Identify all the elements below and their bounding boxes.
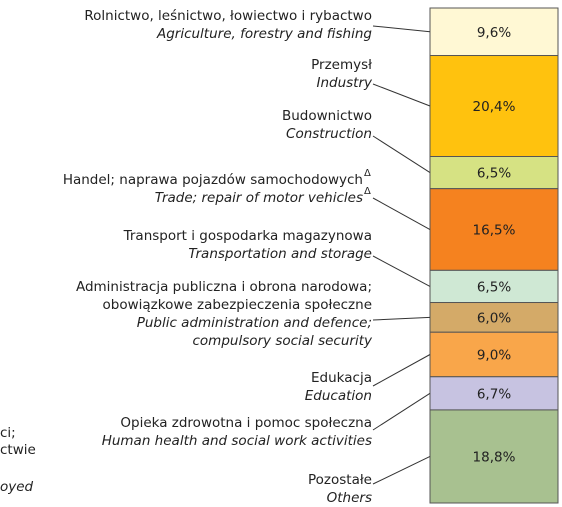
label-pl: Pozostałe xyxy=(308,472,372,488)
label-en: Transportation and storage xyxy=(188,246,372,262)
label-pl: Administracja publiczna i obrona narodow… xyxy=(76,279,372,295)
label-pl: Edukacja xyxy=(311,370,372,386)
label-pl: Handel; naprawa pojazdów samochodowych xyxy=(63,172,363,188)
label-en: Education xyxy=(305,388,372,404)
label-pl: obowiązkowe zabezpieczenia społeczne xyxy=(103,297,372,313)
value-label: 6,5% xyxy=(477,166,511,182)
leader-line xyxy=(372,392,431,431)
label-en: Industry xyxy=(316,75,373,91)
label-en: Public administration and defence; xyxy=(137,315,372,331)
segment xyxy=(429,156,559,190)
segment xyxy=(429,376,559,411)
label-en: compulsory social security xyxy=(192,333,373,349)
leader-line xyxy=(372,25,431,33)
leader-line xyxy=(372,316,431,321)
segment xyxy=(429,188,559,271)
value-label: 9,0% xyxy=(477,348,511,364)
label-en: Trade; repair of motor vehicles xyxy=(155,190,363,206)
segment xyxy=(429,7,559,57)
label-pl: Transport i gospodarka magazynowa xyxy=(123,228,372,244)
leader-line xyxy=(372,135,431,174)
label-en: Construction xyxy=(286,126,372,142)
leader-line xyxy=(372,197,431,230)
leader-line xyxy=(372,83,431,107)
footnote-mark: Δ xyxy=(364,168,371,179)
label-en: Others xyxy=(327,490,372,506)
value-label: 20,4% xyxy=(473,99,516,115)
leader-line xyxy=(372,255,431,287)
footnote-mark: Δ xyxy=(364,186,371,197)
label-en: Human health and social work activities xyxy=(102,433,372,449)
segment xyxy=(429,55,559,158)
value-label: 6,7% xyxy=(477,386,511,402)
label-pl: Rolnictwo, leśnictwo, łowiectwo i rybact… xyxy=(84,8,372,24)
label-en: Agriculture, forestry and fishing xyxy=(156,26,372,42)
value-label: 16,5% xyxy=(473,223,516,239)
value-label: 6,5% xyxy=(477,279,511,295)
value-label: 6,0% xyxy=(477,310,511,326)
leader-line xyxy=(372,456,431,485)
cut-off-text: ctwie xyxy=(0,442,36,458)
cut-off-text: ci; xyxy=(0,425,16,441)
cut-off-text: oyed xyxy=(0,479,34,495)
label-pl: Budownictwo xyxy=(282,108,372,124)
label-pl: Opieka zdrowotna i pomoc społeczna xyxy=(120,415,372,431)
value-label: 18,8% xyxy=(473,449,516,465)
value-label: 9,6% xyxy=(477,25,511,41)
leader-line xyxy=(372,354,431,387)
label-pl: Przemysł xyxy=(311,57,372,73)
